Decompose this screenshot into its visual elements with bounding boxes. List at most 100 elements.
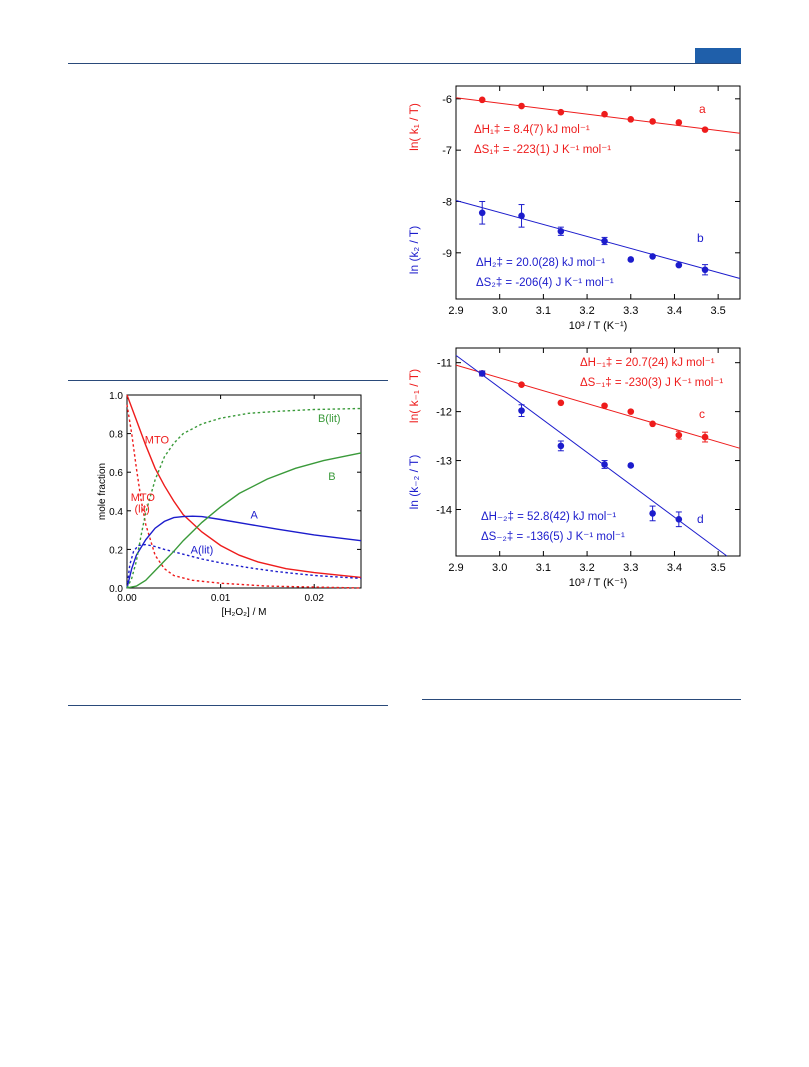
plot-area: 2.9 3.0 3.1 3.2 3.3 3.4 3.5 -11 -12 -13 -14 10³ / T… [407, 347, 741, 589]
data-point [675, 515, 683, 523]
fit-line [455, 364, 741, 449]
y-tick-label: 0.0 [109, 584, 123, 595]
y-tick-label: -7 [442, 145, 452, 157]
x-tick-label: 3.3 [623, 562, 638, 574]
header-rule [68, 63, 741, 64]
x-tick-label: 0.00 [117, 593, 137, 604]
y-axis-label: mole fraction [97, 463, 108, 520]
x-tick-label: 0.02 [304, 593, 324, 604]
series-letter: a [699, 102, 706, 116]
x-axis-label: 10³ / T (K⁻¹) [569, 577, 628, 589]
data-point [649, 253, 656, 260]
data-point [478, 96, 486, 104]
data-point [675, 431, 683, 439]
y-tick-label: -12 [436, 407, 452, 419]
series-letter: d [697, 512, 704, 526]
series-line [126, 407, 362, 589]
data-point [627, 116, 635, 123]
plot-frame [126, 394, 362, 589]
data-point [675, 261, 683, 269]
y-axis-label: ln( k₁ / T) [407, 103, 421, 151]
x-tick-label: 3.0 [492, 305, 507, 317]
data-point [557, 399, 565, 407]
data-point [601, 402, 608, 410]
data-point [518, 407, 525, 414]
x-axis-label: [H₂O₂] / M [222, 607, 267, 618]
data-point [557, 442, 565, 450]
data-point [627, 462, 635, 469]
series-label: (lit) [134, 504, 149, 516]
y-tick-label: -13 [436, 456, 452, 468]
page-tab [695, 48, 741, 63]
plot-frame [455, 85, 741, 300]
y-tick-label: -14 [436, 505, 452, 517]
series-label: A(lit) [191, 544, 214, 556]
fit-line [455, 199, 741, 279]
data-point [557, 227, 565, 235]
x-tick-label: 0.01 [211, 593, 231, 604]
data-point [701, 126, 709, 133]
data-point [649, 510, 656, 517]
y-tick-label: 0.2 [109, 545, 123, 556]
data-point [601, 110, 608, 118]
data-point [478, 370, 486, 377]
data-point [601, 461, 608, 468]
series-label: B(lit) [318, 413, 341, 425]
data-point [649, 118, 656, 125]
y-tick-label: -8 [442, 196, 452, 208]
figure-rule-top-left [68, 380, 388, 381]
x-tick-label: 3.2 [579, 562, 594, 574]
x-tick-label: 2.9 [448, 562, 463, 574]
series-label: MTO [131, 492, 156, 504]
data-point [701, 433, 709, 441]
fit-line [455, 354, 728, 557]
series-letter: c [699, 407, 705, 421]
x-tick-label: 3.1 [536, 562, 551, 574]
plot-frame [455, 347, 741, 557]
plot-area: 2.9 3.0 3.1 3.2 3.3 3.4 3.5 -6 -7 -8 -9 10³ / T (K⁻… [407, 85, 741, 332]
x-tick-label: 3.4 [667, 562, 682, 574]
series-line [126, 452, 362, 589]
y-axis-label: ln (k₋₂ / T) [407, 455, 421, 510]
data-point [627, 408, 635, 415]
data-point [518, 102, 525, 110]
y-tick-label: 0.8 [109, 430, 123, 441]
x-tick-label: 3.0 [492, 562, 507, 574]
data-point [518, 212, 525, 220]
y-tick-label: -9 [442, 248, 452, 260]
thermo-annotation: ΔS₁‡ = -223(1) J K⁻¹ mol⁻¹ [474, 144, 611, 156]
x-tick-label: 3.2 [579, 305, 594, 317]
x-tick-label: 3.5 [711, 305, 726, 317]
y-tick-label: -6 [442, 94, 452, 106]
data-point [478, 209, 486, 217]
data-point [627, 256, 635, 263]
fit-line [455, 97, 741, 134]
mole-plot-area: 0.00 0.01 0.02 0.0 0.2 0.4 0.6 0.8 1.0 [H₂O₂] / M… [97, 391, 362, 618]
data-point [518, 381, 525, 389]
y-tick-label: 0.4 [109, 507, 123, 518]
data-point [701, 266, 709, 274]
series-label: MTO [145, 434, 170, 446]
series-label: A [251, 510, 259, 522]
series-letter: b [697, 231, 704, 245]
thermo-annotation: ΔS₂‡ = -206(4) J K⁻¹ mol⁻¹ [476, 277, 614, 289]
data-point [649, 420, 656, 428]
x-axis-label: 10³ / T (K⁻¹) [569, 320, 628, 332]
x-tick-label: 3.4 [667, 305, 682, 317]
y-tick-label: 0.6 [109, 468, 123, 479]
x-tick-label: 3.1 [536, 305, 551, 317]
x-tick-label: 3.5 [711, 562, 726, 574]
thermo-annotation: ΔH₋₂‡ = 52.8(42) kJ mol⁻¹ [481, 511, 616, 523]
series-label: B [328, 471, 335, 483]
thermo-annotation: ΔH₁‡ = 8.4(7) kJ mol⁻¹ [474, 124, 590, 136]
data-point [557, 108, 565, 116]
y-tick-label: -11 [437, 358, 452, 370]
x-tick-label: 3.3 [623, 305, 638, 317]
thermo-annotation: ΔS₋₂‡ = -136(5) J K⁻¹ mol⁻¹ [481, 531, 625, 543]
series-line [126, 515, 362, 589]
x-tick-label: 2.9 [448, 305, 463, 317]
y-axis-label: ln( k₋₁ / T) [407, 369, 421, 423]
